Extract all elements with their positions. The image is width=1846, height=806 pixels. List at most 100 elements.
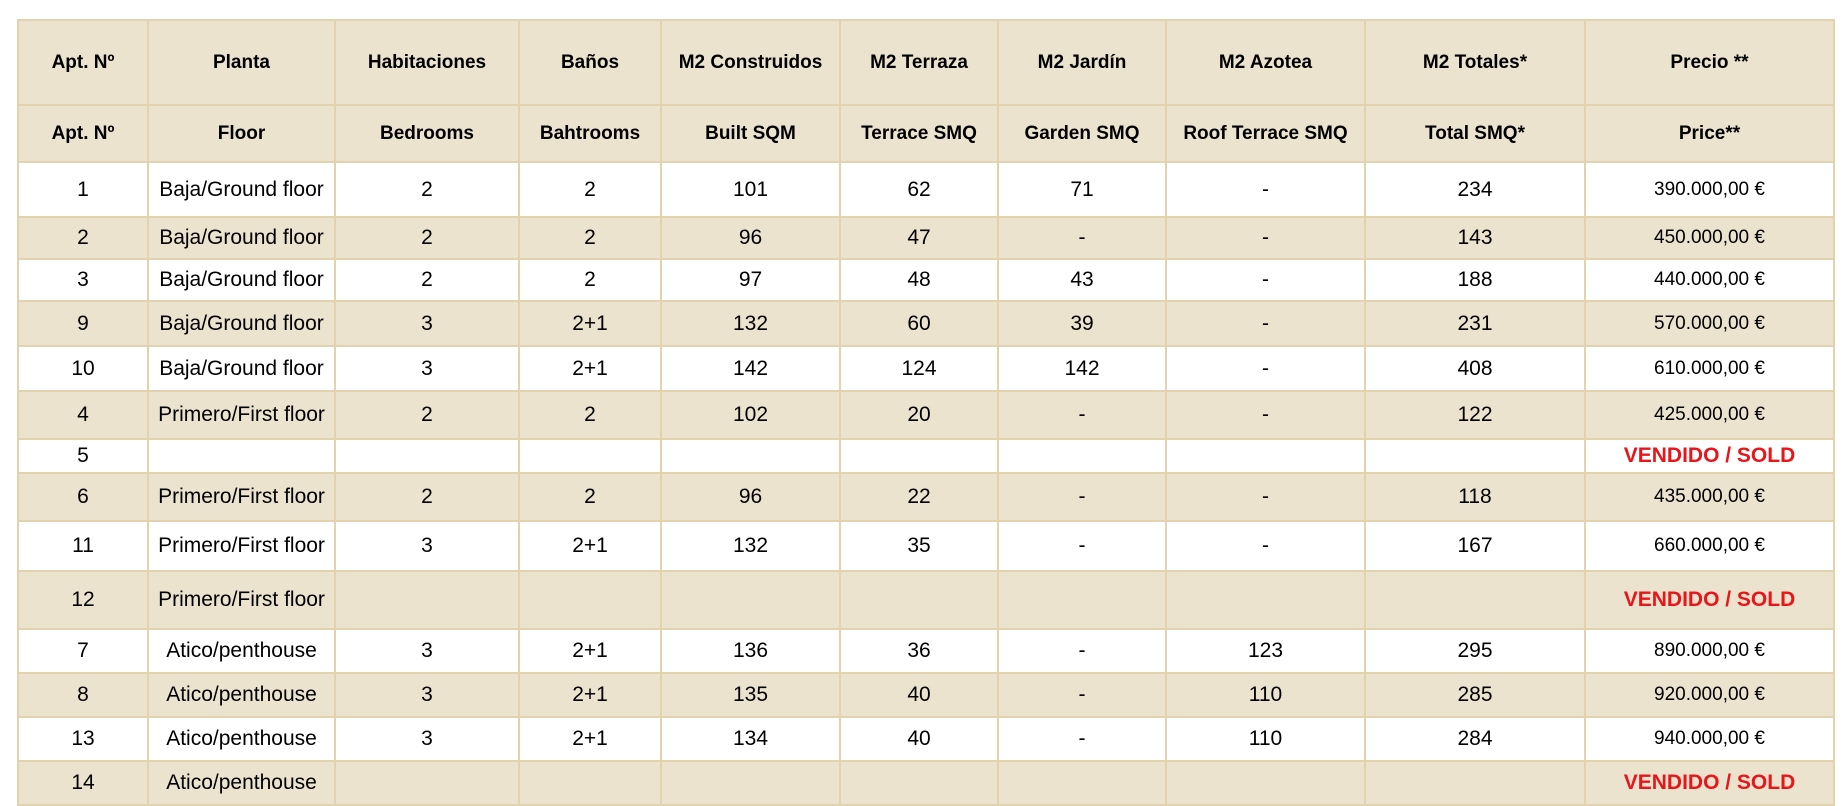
table-row: 4 Primero/First floor 2 2 102 20- -122 425.000,… bbox=[17, 390, 1835, 440]
bedrooms-cell bbox=[334, 760, 520, 806]
price-cell: 425.000,00 € bbox=[1584, 390, 1835, 440]
total-sqm-cell: 167 bbox=[1364, 520, 1586, 572]
bathrooms-cell: 2 bbox=[518, 161, 662, 218]
built-sqm-cell: 132 bbox=[660, 300, 841, 347]
header-bedrooms-es: Habitaciones bbox=[334, 19, 520, 106]
floor-cell: Baja/Ground floor bbox=[147, 161, 336, 218]
header-garden-en: Garden SMQ bbox=[997, 104, 1167, 163]
roof-terrace-sqm-cell: - bbox=[1165, 390, 1366, 440]
floor-cell: Baja/Ground floor bbox=[147, 216, 336, 260]
bedrooms-cell: 3 bbox=[334, 716, 520, 762]
garden-sqm-cell: - bbox=[997, 520, 1167, 572]
header-roof-es: M2 Azotea bbox=[1165, 19, 1366, 106]
garden-sqm-cell: 71 bbox=[997, 161, 1167, 218]
bedrooms-cell: 2 bbox=[334, 472, 520, 522]
apartment-price-table-wrapper: Apt. Nº Planta Habitaciones Baños M2 Con… bbox=[17, 19, 1835, 806]
terrace-sqm-cell: 35 bbox=[839, 520, 999, 572]
garden-sqm-cell bbox=[997, 760, 1167, 806]
bathrooms-cell: 2 bbox=[518, 472, 662, 522]
apt-cell: 2 bbox=[17, 216, 149, 260]
apt-cell: 13 bbox=[17, 716, 149, 762]
roof-terrace-sqm-cell: 110 bbox=[1165, 716, 1366, 762]
terrace-sqm-cell: 60 bbox=[839, 300, 999, 347]
total-sqm-cell: 188 bbox=[1364, 258, 1586, 302]
price-cell: 610.000,00 € bbox=[1584, 345, 1835, 392]
bedrooms-cell: 3 bbox=[334, 672, 520, 718]
header-row-english: Apt. Nº Floor Bedrooms Bahtrooms Built S… bbox=[17, 104, 1835, 163]
total-sqm-cell: 143 bbox=[1364, 216, 1586, 260]
header-floor-en: Floor bbox=[147, 104, 336, 163]
floor-cell: Atico/penthouse bbox=[147, 628, 336, 674]
roof-terrace-sqm-cell: - bbox=[1165, 161, 1366, 218]
floor-cell: Primero/First floor bbox=[147, 390, 336, 440]
price-cell: 890.000,00 € bbox=[1584, 628, 1835, 674]
bathrooms-cell bbox=[518, 570, 662, 630]
built-sqm-cell: 101 bbox=[660, 161, 841, 218]
roof-terrace-sqm-cell: - bbox=[1165, 216, 1366, 260]
bedrooms-cell: 3 bbox=[334, 345, 520, 392]
header-garden-es: M2 Jardín bbox=[997, 19, 1167, 106]
apt-cell: 6 bbox=[17, 472, 149, 522]
floor-cell: Primero/First floor bbox=[147, 520, 336, 572]
price-cell: 920.000,00 € bbox=[1584, 672, 1835, 718]
total-sqm-cell: 284 bbox=[1364, 716, 1586, 762]
header-terrace-en: Terrace SMQ bbox=[839, 104, 999, 163]
table-row: 11 Primero/First floor 3 2+1 132 35- -167 660.0… bbox=[17, 520, 1835, 572]
price-cell: 440.000,00 € bbox=[1584, 258, 1835, 302]
floor-cell: Primero/First floor bbox=[147, 570, 336, 630]
apt-cell: 9 bbox=[17, 300, 149, 347]
price-cell: 570.000,00 € bbox=[1584, 300, 1835, 347]
header-row-spanish: Apt. Nº Planta Habitaciones Baños M2 Con… bbox=[17, 19, 1835, 106]
sold-status: VENDIDO / SOLD bbox=[1584, 438, 1835, 474]
header-apt-es: Apt. Nº bbox=[17, 19, 149, 106]
apt-cell: 4 bbox=[17, 390, 149, 440]
bathrooms-cell: 2+1 bbox=[518, 300, 662, 347]
total-sqm-cell: 408 bbox=[1364, 345, 1586, 392]
terrace-sqm-cell: 124 bbox=[839, 345, 999, 392]
roof-terrace-sqm-cell: - bbox=[1165, 520, 1366, 572]
bathrooms-cell: 2+1 bbox=[518, 345, 662, 392]
apt-cell: 5 bbox=[17, 438, 149, 474]
header-bedrooms-en: Bedrooms bbox=[334, 104, 520, 163]
bathrooms-cell: 2 bbox=[518, 390, 662, 440]
built-sqm-cell: 135 bbox=[660, 672, 841, 718]
built-sqm-cell: 102 bbox=[660, 390, 841, 440]
total-sqm-cell: 231 bbox=[1364, 300, 1586, 347]
terrace-sqm-cell bbox=[839, 570, 999, 630]
bedrooms-cell: 2 bbox=[334, 161, 520, 218]
total-sqm-cell: 118 bbox=[1364, 472, 1586, 522]
header-bathrooms-es: Baños bbox=[518, 19, 662, 106]
roof-terrace-sqm-cell: 110 bbox=[1165, 672, 1366, 718]
total-sqm-cell bbox=[1364, 760, 1586, 806]
header-floor-es: Planta bbox=[147, 19, 336, 106]
garden-sqm-cell: - bbox=[997, 390, 1167, 440]
built-sqm-cell bbox=[660, 438, 841, 474]
bedrooms-cell: 2 bbox=[334, 216, 520, 260]
built-sqm-cell: 132 bbox=[660, 520, 841, 572]
bathrooms-cell: 2+1 bbox=[518, 520, 662, 572]
terrace-sqm-cell: 62 bbox=[839, 161, 999, 218]
roof-terrace-sqm-cell bbox=[1165, 760, 1366, 806]
garden-sqm-cell bbox=[997, 438, 1167, 474]
apartment-price-table: Apt. Nº Planta Habitaciones Baños M2 Con… bbox=[17, 19, 1835, 806]
terrace-sqm-cell bbox=[839, 438, 999, 474]
table-body: 1 Baja/Ground floor 2 2 101 62 71-234 390.000,0… bbox=[17, 161, 1835, 806]
roof-terrace-sqm-cell bbox=[1165, 570, 1366, 630]
built-sqm-cell: 142 bbox=[660, 345, 841, 392]
header-built-es: M2 Construidos bbox=[660, 19, 841, 106]
built-sqm-cell bbox=[660, 760, 841, 806]
total-sqm-cell: 122 bbox=[1364, 390, 1586, 440]
header-terrace-es: M2 Terraza bbox=[839, 19, 999, 106]
header-total-es: M2 Totales* bbox=[1364, 19, 1586, 106]
header-apt-en: Apt. Nº bbox=[17, 104, 149, 163]
table-row: 1 Baja/Ground floor 2 2 101 62 71-234 390.000,0… bbox=[17, 161, 1835, 218]
price-cell: 390.000,00 € bbox=[1584, 161, 1835, 218]
bedrooms-cell: 3 bbox=[334, 628, 520, 674]
roof-terrace-sqm-cell: - bbox=[1165, 345, 1366, 392]
apt-cell: 14 bbox=[17, 760, 149, 806]
apt-cell: 11 bbox=[17, 520, 149, 572]
price-cell: 450.000,00 € bbox=[1584, 216, 1835, 260]
bedrooms-cell bbox=[334, 438, 520, 474]
bathrooms-cell bbox=[518, 760, 662, 806]
garden-sqm-cell: - bbox=[997, 628, 1167, 674]
